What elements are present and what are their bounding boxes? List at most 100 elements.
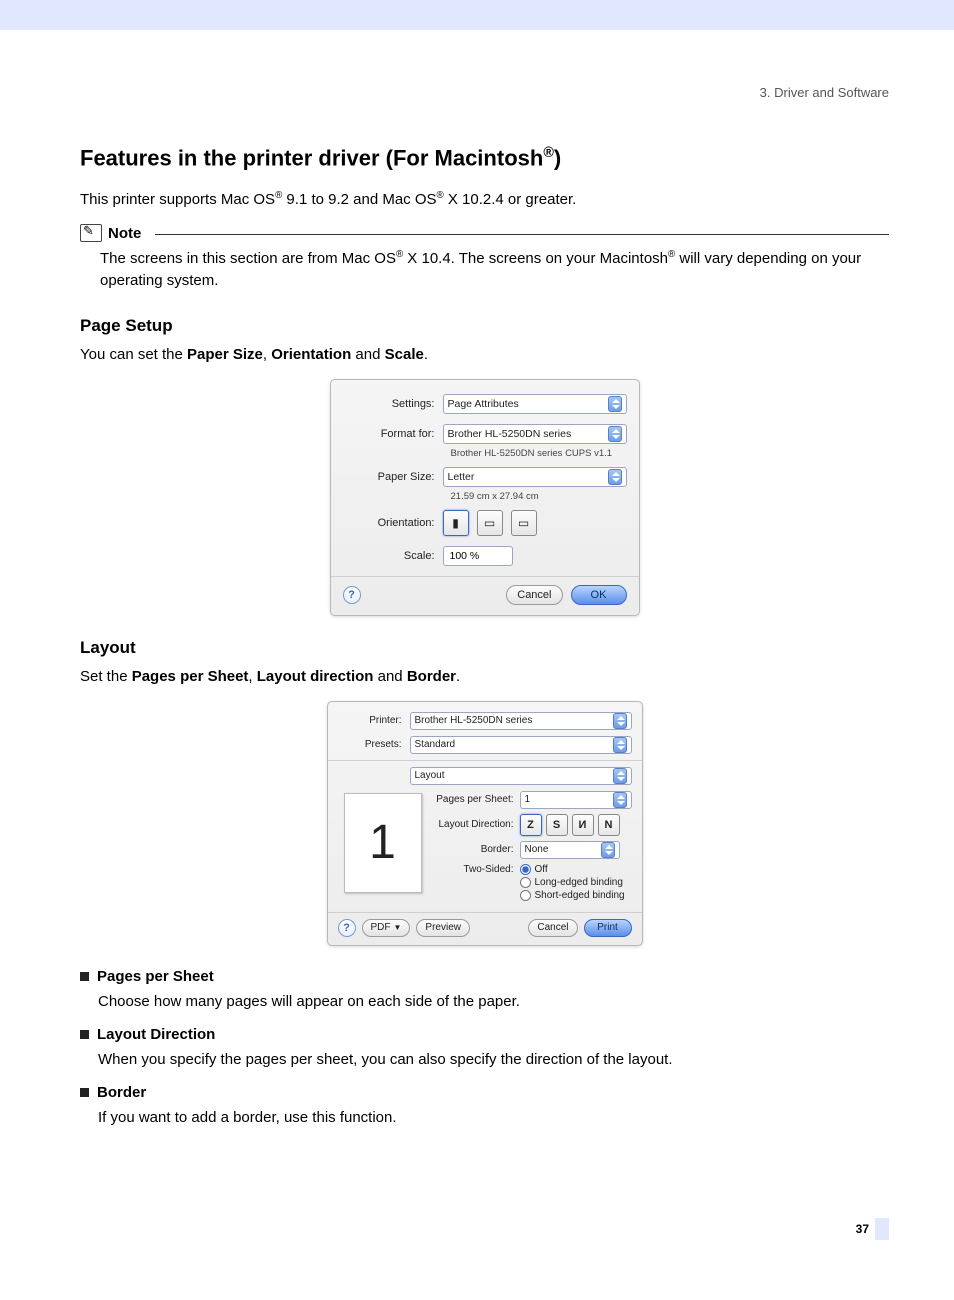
updown-icon [613,713,627,729]
bullet-icon [80,1030,89,1039]
preview-button[interactable]: Preview [416,919,470,937]
cancel-button[interactable]: Cancel [506,585,562,605]
updown-icon [613,737,627,753]
s2-g: . [456,668,460,685]
updown-icon [613,792,627,808]
note-block: Note The screens in this section are fro… [80,224,889,292]
note-icon [80,224,102,242]
layout-dialog: Printer: Brother HL-5250DN series Preset… [327,701,643,946]
s2-d: Layout direction [257,668,374,685]
side-tab [875,1218,889,1240]
page-title: Features in the printer driver (For Maci… [80,145,889,171]
s1-d: Orientation [271,346,351,363]
title-text-post: ) [554,145,561,170]
orientation-landscape-left-button[interactable]: ▭ [477,510,503,536]
top-bar [0,0,954,30]
dialog-divider [331,576,639,577]
dialog-divider [328,760,642,761]
intro-paragraph: This printer supports Mac OS® 9.1 to 9.2… [80,189,889,210]
layout-direction-1-button[interactable]: Z [520,814,542,836]
intro-r2: ® [437,190,444,201]
page-content: 3. Driver and Software Features in the p… [0,30,954,1300]
printer-select[interactable]: Brother HL-5250DN series [410,712,632,730]
page-setup-dialog-wrap: Settings: Page Attributes Format for: Br… [80,379,889,616]
presets-select[interactable]: Standard [410,736,632,754]
layout-dialog-wrap: Printer: Brother HL-5250DN series Preset… [80,701,889,946]
layout-direction-label: Layout Direction: [432,819,520,830]
layout-preview: 1 [344,793,422,893]
cancel-button[interactable]: Cancel [528,919,577,937]
item-layout-direction-head: Layout Direction [80,1026,889,1043]
item-pages-per-sheet-head: Pages per Sheet [80,968,889,985]
settings-select[interactable]: Page Attributes [443,394,627,414]
presets-value: Standard [415,739,456,750]
updown-icon [608,396,622,412]
panel-value: Layout [415,770,445,781]
format-for-select[interactable]: Brother HL-5250DN series [443,424,627,444]
landscape-left-icon: ▭ [484,516,495,530]
format-for-subtext: Brother HL-5250DN series CUPS v1.1 [343,448,627,459]
pages-per-sheet-value: 1 [525,794,531,805]
border-select[interactable]: None [520,841,620,859]
section-page-setup-title: Page Setup [80,316,889,336]
orientation-portrait-button[interactable]: ▮ [443,510,469,536]
paper-size-select[interactable]: Letter [443,467,627,487]
s1-e: and [351,346,384,363]
help-button[interactable]: ? [338,919,356,937]
item-pages-per-sheet-title: Pages per Sheet [97,968,214,985]
layout-direction-2-button[interactable]: S [546,814,568,836]
paper-size-subtext: 21.59 cm x 27.94 cm [343,491,627,502]
updown-icon [613,768,627,784]
layout-direction-4-button[interactable]: N [598,814,620,836]
s2-b: Pages per Sheet [132,668,249,685]
pages-per-sheet-select[interactable]: 1 [520,791,632,809]
s1-b: Paper Size [187,346,263,363]
scale-label: Scale: [343,550,443,562]
item-border-body: If you want to add a border, use this fu… [80,1101,889,1128]
item-pages-per-sheet-body: Choose how many pages will appear on eac… [80,985,889,1012]
two-sided-short-radio[interactable]: Short-edged binding [520,890,625,901]
section-layout-title: Layout [80,638,889,658]
format-for-value: Brother HL-5250DN series [448,428,572,440]
note-label: Note [108,225,141,242]
layout-direction-3-button[interactable]: И [572,814,594,836]
intro-t3: X 10.2.4 or greater. [444,191,577,208]
border-value: None [525,844,549,855]
landscape-right-icon: ▭ [518,516,529,530]
portrait-icon: ▮ [452,516,459,530]
paper-size-label: Paper Size: [343,471,443,483]
s1-a: You can set the [80,346,187,363]
print-button[interactable]: Print [584,919,632,937]
page-setup-dialog: Settings: Page Attributes Format for: Br… [330,379,640,616]
ok-button[interactable]: OK [571,585,627,605]
orientation-landscape-right-button[interactable]: ▭ [511,510,537,536]
presets-label: Presets: [338,739,410,750]
panel-select[interactable]: Layout [410,767,632,785]
settings-label: Settings: [343,398,443,410]
pages-per-sheet-label: Pages per Sheet: [432,794,520,805]
section-page-setup-text: You can set the Paper Size, Orientation … [80,344,889,365]
s1-c: , [263,346,271,363]
dialog-divider [328,912,642,913]
chevron-down-icon: ▼ [394,923,402,932]
help-button[interactable]: ? [343,586,361,604]
two-sided-off-radio[interactable]: Off [520,864,625,875]
pdf-button[interactable]: PDF▼ [362,919,411,937]
page-footer: 37 [80,1218,889,1240]
title-text-pre: Features in the printer driver (For Maci… [80,145,543,170]
scale-input[interactable] [448,549,508,563]
border-label: Border: [432,844,520,855]
item-border-title: Border [97,1084,146,1101]
pdf-label: PDF [371,922,391,933]
note-l1b: X 10.4. The screens on your Macintosh [403,250,668,267]
printer-value: Brother HL-5250DN series [415,715,533,726]
s2-e: and [373,668,406,685]
paper-size-value: Letter [448,471,475,483]
intro-t1: This printer supports Mac OS [80,191,275,208]
two-sided-off-label: Off [535,864,548,875]
two-sided-long-radio[interactable]: Long-edged binding [520,877,625,888]
note-l1a: The screens in this section are from Mac… [100,250,396,267]
s2-f: Border [407,668,456,685]
orientation-label: Orientation: [343,517,443,529]
item-layout-direction-title: Layout Direction [97,1026,215,1043]
